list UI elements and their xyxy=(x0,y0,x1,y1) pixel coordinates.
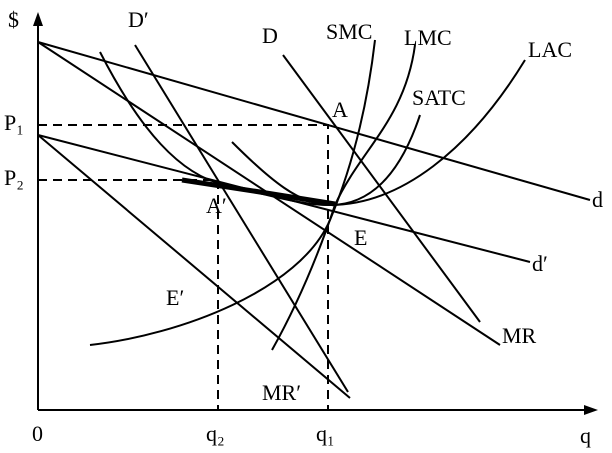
q1-label: q₁ xyxy=(316,421,335,446)
d-label: d xyxy=(592,187,603,212)
satc-label: SATC xyxy=(412,85,466,110)
point-e-prime-label: E′ xyxy=(166,285,184,310)
d-line xyxy=(37,41,591,201)
axes xyxy=(33,12,598,415)
D-prime-label: D′ xyxy=(128,7,149,32)
p2-guide xyxy=(38,179,219,410)
smc-curve xyxy=(89,39,376,346)
smc-label: SMC xyxy=(326,19,372,44)
mr-label: MR xyxy=(502,323,537,348)
point-e-label: E xyxy=(354,225,367,250)
p1-guide xyxy=(38,124,329,410)
D-line xyxy=(282,54,481,323)
p1-label: P₁ xyxy=(4,110,24,135)
origin-label: 0 xyxy=(32,421,43,446)
tangency-segment xyxy=(181,177,336,207)
x-arrow xyxy=(584,405,598,415)
y-arrow xyxy=(33,12,43,26)
D-label: D xyxy=(262,23,278,48)
point-a-prime-label: A′ xyxy=(206,193,227,218)
q2-label: q₂ xyxy=(206,421,225,446)
lac-label: LAC xyxy=(528,37,572,62)
D-prime-line xyxy=(134,44,349,393)
d-prime-label: d′ xyxy=(532,251,548,276)
lmc-label: LMC xyxy=(404,25,452,50)
lac-curve xyxy=(99,51,526,207)
mr-prime-line xyxy=(37,134,351,399)
point-a-label: A xyxy=(332,97,348,122)
p2-label: P₂ xyxy=(4,165,24,190)
mr-prime-label: MR′ xyxy=(262,380,301,405)
x-label: q xyxy=(580,423,591,448)
y-label: $ xyxy=(8,7,19,32)
